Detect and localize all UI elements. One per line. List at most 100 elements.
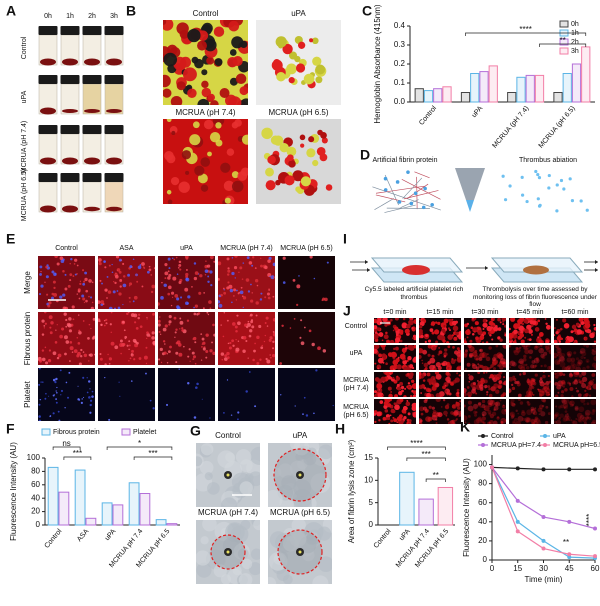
texture [129,357,132,360]
texture [409,372,414,377]
platelet [430,202,434,207]
texture [589,387,592,391]
texture [583,345,586,347]
texture [73,349,78,353]
y-tick-label: 0.4 [394,21,406,30]
texture [575,417,578,421]
y-tick-label: 15 [364,453,373,462]
texture [489,374,494,379]
texture [79,280,82,282]
texture [563,323,570,329]
texture [528,328,533,334]
texture [227,56,238,68]
row-label: Control [344,323,368,330]
fluorescence-image-bg [278,312,335,365]
texture [578,362,581,365]
texture [466,336,469,339]
texture [44,346,47,349]
texture [312,575,329,584]
texture [583,356,586,359]
texture [118,292,122,296]
texture [422,349,428,355]
texture [446,403,450,407]
texture [395,376,401,381]
texture [81,269,85,272]
texture [445,341,450,343]
texture [513,349,520,356]
texture [159,347,163,352]
texture [118,381,120,383]
texture [218,303,223,308]
texture [502,362,506,368]
texture [491,338,494,341]
texture [502,345,506,349]
texture [127,273,130,277]
texture [230,414,233,416]
vial-clot [106,109,122,113]
fluorescence-image [98,368,155,421]
texture [502,392,506,396]
panel-letter: A [6,3,16,19]
texture [51,270,55,274]
texture [513,329,518,335]
texture [504,332,506,334]
texture [498,372,503,375]
texture [409,345,412,347]
fluorescence-image-bg [38,368,95,421]
texture [231,339,235,343]
texture [423,368,428,370]
texture [574,405,579,410]
texture [162,327,167,332]
texture [579,414,585,420]
texture [458,415,461,418]
vial-clot [62,157,78,165]
texture [159,316,161,318]
texture [538,404,544,410]
legend-label: 0h [571,21,579,28]
texture [317,346,321,351]
texture [520,339,525,343]
flow-image [419,345,461,370]
lysed-particle [536,172,540,177]
texture [575,322,580,327]
bar [85,517,97,526]
texture [76,354,80,358]
texture [437,334,443,341]
texture [557,347,561,351]
fibrin-strand [384,204,416,213]
y-tick-label: 60 [31,480,40,489]
texture [554,352,558,358]
texture [57,353,62,358]
texture [419,324,423,329]
texture [168,315,172,319]
texture [118,258,122,262]
image-label: MCRUA (pH 6.5) [270,508,330,517]
texture [313,277,316,280]
texture [539,345,543,347]
texture [385,372,390,376]
image-label: Control [193,9,219,18]
texture [438,350,443,355]
vial-cap [104,26,124,35]
texture [547,412,551,415]
texture [311,342,315,347]
texture [482,331,487,335]
texture [105,322,108,325]
texture [83,280,86,283]
texture [158,323,161,327]
texture [233,295,235,297]
texture [513,403,516,406]
texture [502,404,506,409]
texture [42,381,44,383]
platelet [395,180,400,184]
texture [204,472,213,481]
texture [52,351,57,356]
texture [535,345,538,349]
bar [525,74,535,103]
texture [469,354,473,358]
texture [233,288,237,292]
texture [378,419,381,422]
texture [512,375,516,379]
texture [128,312,130,313]
texture [174,331,177,334]
